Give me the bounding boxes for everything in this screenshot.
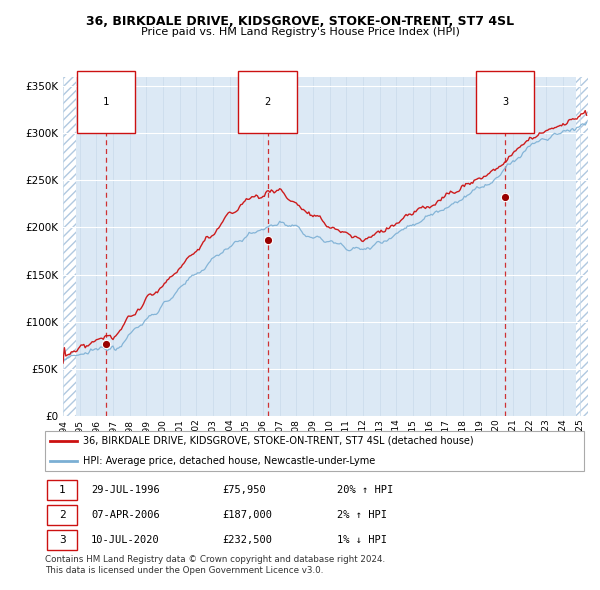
FancyBboxPatch shape (47, 530, 77, 550)
Bar (63, 77, 76, 416)
Text: 20% ↑ HPI: 20% ↑ HPI (337, 485, 393, 495)
Text: 2: 2 (59, 510, 65, 520)
Text: 3: 3 (502, 97, 508, 107)
Text: Contains HM Land Registry data © Crown copyright and database right 2024.: Contains HM Land Registry data © Crown c… (45, 555, 385, 564)
Text: 36, BIRKDALE DRIVE, KIDSGROVE, STOKE-ON-TRENT, ST7 4SL: 36, BIRKDALE DRIVE, KIDSGROVE, STOKE-ON-… (86, 15, 514, 28)
Text: 1% ↓ HPI: 1% ↓ HPI (337, 535, 387, 545)
Text: £232,500: £232,500 (222, 535, 272, 545)
Text: 2: 2 (265, 97, 271, 107)
Text: 1: 1 (103, 97, 109, 107)
FancyBboxPatch shape (47, 505, 77, 525)
Text: 3: 3 (59, 535, 65, 545)
FancyBboxPatch shape (45, 431, 584, 471)
Text: 1: 1 (59, 485, 65, 495)
Text: This data is licensed under the Open Government Licence v3.0.: This data is licensed under the Open Gov… (45, 566, 323, 575)
Text: 36, BIRKDALE DRIVE, KIDSGROVE, STOKE-ON-TRENT, ST7 4SL (detached house): 36, BIRKDALE DRIVE, KIDSGROVE, STOKE-ON-… (83, 436, 473, 446)
FancyBboxPatch shape (47, 480, 77, 500)
Bar (575, 77, 592, 416)
Text: HPI: Average price, detached house, Newcastle-under-Lyme: HPI: Average price, detached house, Newc… (83, 456, 375, 466)
Text: £75,950: £75,950 (222, 485, 266, 495)
Text: £187,000: £187,000 (222, 510, 272, 520)
Text: Price paid vs. HM Land Registry's House Price Index (HPI): Price paid vs. HM Land Registry's House … (140, 28, 460, 37)
Text: 10-JUL-2020: 10-JUL-2020 (91, 535, 160, 545)
Text: 29-JUL-1996: 29-JUL-1996 (91, 485, 160, 495)
Text: 2% ↑ HPI: 2% ↑ HPI (337, 510, 387, 520)
Text: 07-APR-2006: 07-APR-2006 (91, 510, 160, 520)
